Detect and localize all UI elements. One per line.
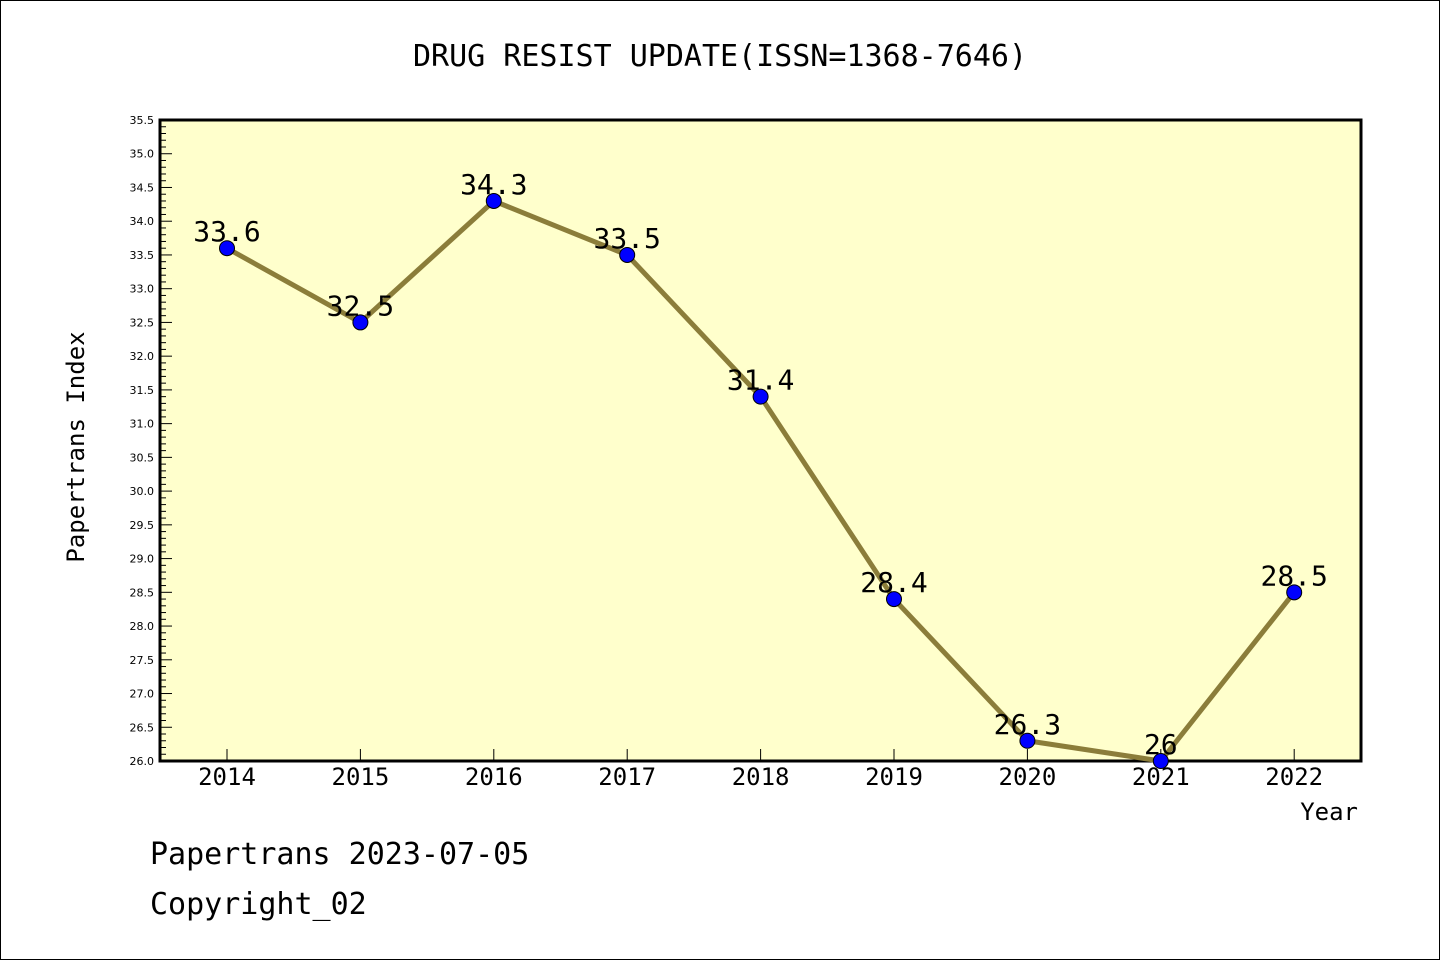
data-label: 26.3 (994, 708, 1061, 741)
data-labels: 33.6 32.5 34.3 33.5 31.4 28.4 26.3 26 28.5 (193, 168, 1328, 761)
data-label: 34.3 (460, 168, 527, 201)
y-tick-label: 35.5 (130, 114, 155, 127)
data-point (1019, 732, 1036, 749)
data-point (619, 246, 636, 263)
data-label: 31.4 (727, 364, 794, 397)
data-label: 26 (1144, 728, 1178, 761)
y-tick-label: 32.5 (130, 316, 155, 329)
x-tick-label: 2014 (198, 763, 256, 791)
y-tick-label: 34.0 (130, 215, 155, 228)
y-tick-label: 32.0 (130, 350, 155, 363)
y-axis-label: Papertrans Index (62, 331, 90, 562)
y-tick-label: 33.0 (130, 283, 155, 296)
data-point (886, 591, 902, 608)
y-tick-label: 26.5 (130, 721, 155, 734)
y-tick-label: 28.0 (130, 620, 155, 633)
data-label: 33.6 (193, 215, 260, 248)
x-tick-label: 2015 (332, 763, 390, 791)
data-point (485, 192, 502, 209)
footer-copyright: Copyright_02 (150, 887, 367, 922)
chart-title: DRUG RESIST UPDATE(ISSN=1368-7646) (413, 39, 1027, 74)
x-axis: 2014 2015 2016 2017 2018 2019 2020 2021 2022 (198, 749, 1323, 791)
x-axis-label: Year (1300, 798, 1358, 826)
y-tick-label: 30.5 (130, 451, 155, 464)
x-tick-label: 2022 (1265, 763, 1323, 791)
y-tick-label: 31.5 (130, 384, 155, 397)
data-label: 28.4 (860, 566, 927, 599)
y-axis: 26.0 26.5 27.0 27.5 28.0 28.5 29.0 29.5 30.0 30.5… (130, 114, 172, 768)
y-tick-label: 29.5 (130, 519, 155, 532)
y-tick-label: 30.0 (130, 485, 155, 498)
data-point (752, 388, 769, 405)
plot-area (158, 118, 1363, 763)
x-tick-label: 2017 (598, 763, 656, 791)
y-tick-label: 26.0 (130, 755, 155, 768)
data-point (1286, 584, 1303, 601)
footer-date: Papertrans 2023-07-05 (150, 837, 529, 872)
data-point (1152, 753, 1169, 769)
data-label: 33.5 (593, 222, 660, 255)
data-label: 32.5 (327, 289, 394, 322)
y-tick-label: 35.0 (130, 148, 155, 161)
x-tick-label: 2018 (732, 763, 790, 791)
data-markers (219, 192, 1303, 769)
x-tick-label: 2019 (865, 763, 923, 791)
y-tick-label: 27.5 (130, 654, 155, 667)
data-point (352, 314, 369, 331)
y-tick-label: 27.0 (130, 688, 155, 701)
y-tick-label: 29.0 (130, 553, 155, 566)
x-tick-label: 2020 (999, 763, 1057, 791)
y-tick-label: 33.5 (130, 249, 155, 262)
x-tick-label: 2016 (465, 763, 523, 791)
y-tick-label: 31.0 (130, 418, 155, 431)
data-point (219, 240, 235, 257)
y-tick-label: 28.5 (130, 586, 155, 599)
y-tick-label: 34.5 (130, 181, 155, 194)
data-label: 28.5 (1260, 559, 1327, 592)
